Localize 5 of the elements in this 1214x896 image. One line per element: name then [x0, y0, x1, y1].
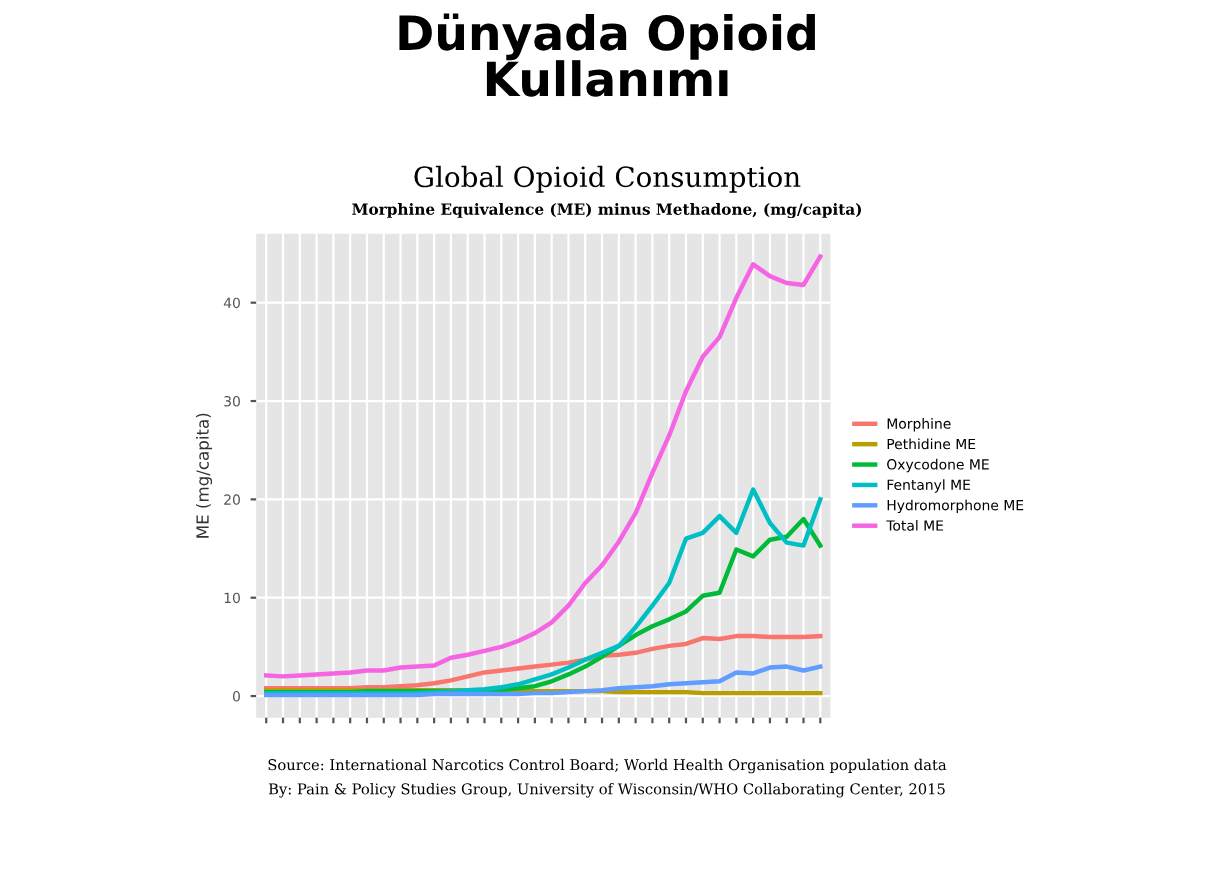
y-axis-title: ME (mg/capita) — [195, 413, 213, 538]
line-series — [264, 664, 823, 698]
line-series — [264, 254, 823, 679]
line-series — [264, 633, 823, 691]
chart-title: Dünyada Opioid Kullanımı — [399, 13, 815, 97]
